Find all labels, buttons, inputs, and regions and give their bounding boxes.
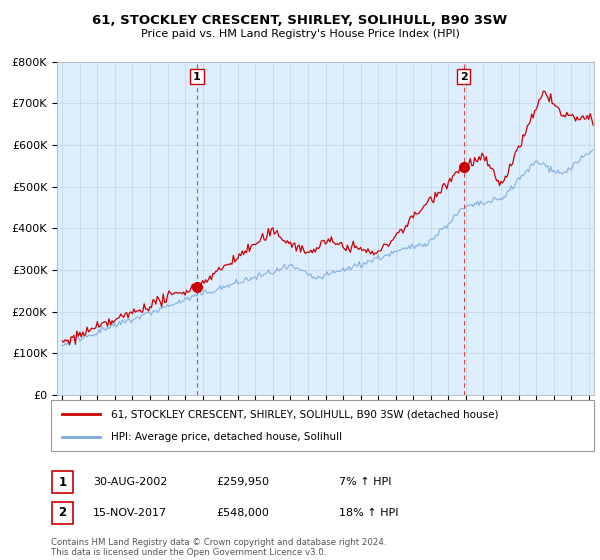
Text: Contains HM Land Registry data © Crown copyright and database right 2024.
This d: Contains HM Land Registry data © Crown c…	[51, 538, 386, 557]
Text: 7% ↑ HPI: 7% ↑ HPI	[339, 477, 391, 487]
Text: 2: 2	[58, 506, 67, 520]
Text: HPI: Average price, detached house, Solihull: HPI: Average price, detached house, Soli…	[111, 432, 342, 442]
Text: 15-NOV-2017: 15-NOV-2017	[93, 508, 167, 518]
Text: 1: 1	[58, 475, 67, 489]
Bar	[52, 502, 73, 524]
Text: 61, STOCKLEY CRESCENT, SHIRLEY, SOLIHULL, B90 3SW (detached house): 61, STOCKLEY CRESCENT, SHIRLEY, SOLIHULL…	[111, 409, 498, 419]
Text: £548,000: £548,000	[216, 508, 269, 518]
Text: 2: 2	[460, 72, 467, 82]
Text: 18% ↑ HPI: 18% ↑ HPI	[339, 508, 398, 518]
Text: Price paid vs. HM Land Registry's House Price Index (HPI): Price paid vs. HM Land Registry's House …	[140, 29, 460, 39]
Text: 61, STOCKLEY CRESCENT, SHIRLEY, SOLIHULL, B90 3SW: 61, STOCKLEY CRESCENT, SHIRLEY, SOLIHULL…	[92, 14, 508, 27]
Text: 30-AUG-2002: 30-AUG-2002	[93, 477, 167, 487]
Bar	[52, 471, 73, 493]
Text: £259,950: £259,950	[216, 477, 269, 487]
Text: 1: 1	[193, 72, 201, 82]
